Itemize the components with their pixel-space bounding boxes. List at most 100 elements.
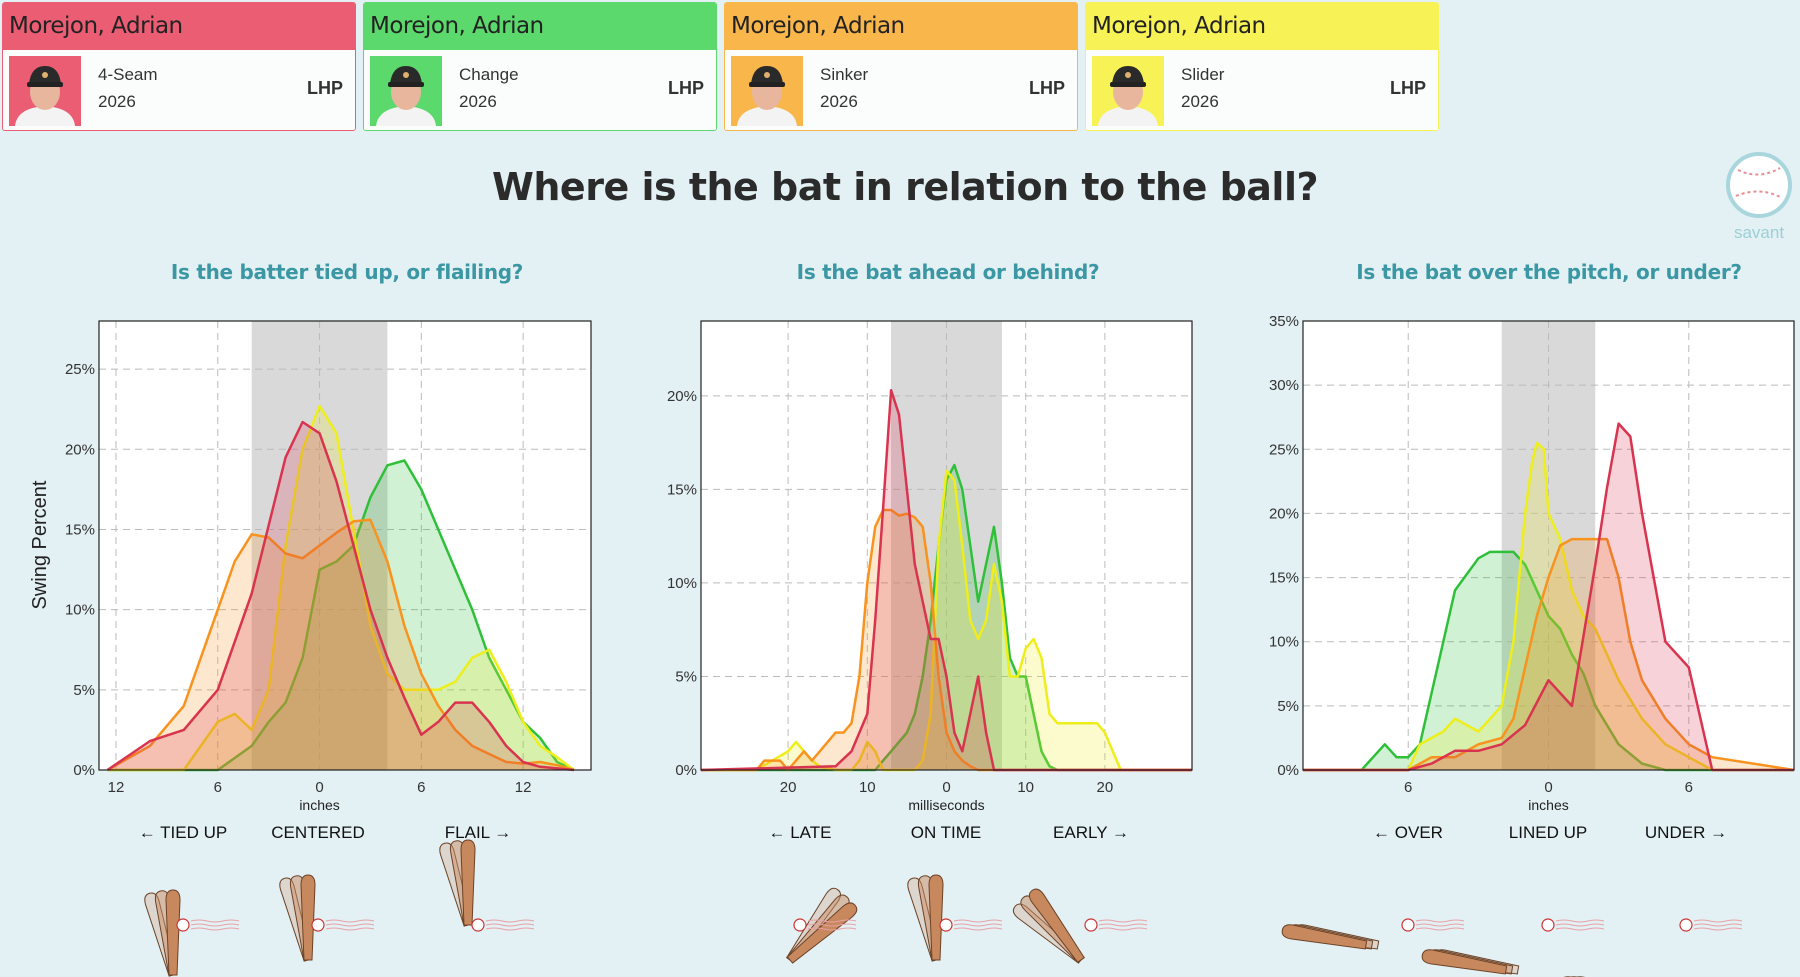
card-handedness: LHP [1390,78,1426,98]
card-pitch-type: Slider [1181,65,1225,84]
player-headshot-icon [737,66,797,126]
series-line-change [107,459,575,772]
series-area-change [1303,551,1794,770]
series-line-change [701,463,1192,772]
pitch-cards: Morejon, Adrian 4-Seam 2026 LHP Morejon,… [2,2,1439,131]
x-axis-label: inches [1528,797,1568,813]
direction-label: EARLY → [1053,823,1129,842]
direction-label: FLAIL → [445,823,511,842]
y-tick-label: 20% [1269,505,1299,522]
player-avatar [731,56,803,126]
y-tick-label: 0% [675,762,697,779]
player-avatar [9,56,81,126]
plot-frame [700,320,1193,771]
x-tick-label: 20 [780,779,797,796]
x-tick-label: 20 [1097,779,1114,796]
y-tick-label: 10% [65,602,95,619]
series-line-sinker [106,518,575,772]
x-tick-label: 6 [1685,779,1693,796]
chart-3: 0% 5% 10% 15% 20% 25% 30% 35% 6 0 6 inches ← OVER LIN… [1269,313,1795,977]
series-line-4-seam [700,388,1192,772]
x-tick-label: 10 [859,779,876,796]
player-headshot-icon [376,66,436,126]
card-player-name: Morejon, Adrian [364,3,716,50]
plot-frame [98,320,592,771]
series-area-change [107,460,575,770]
bat-illustration-icon [439,839,535,932]
bat-illustration-icon [1421,918,1605,975]
direction-label: ← OVER [1373,823,1443,842]
savant-logo-text: savant [1733,223,1785,242]
card-year: 2026 [820,92,858,111]
card-handedness: LHP [668,78,704,98]
chart-3-title: Is the bat over the pitch, or under? [1356,260,1742,284]
bat-illustration-icon [144,889,240,977]
bat-illustration-icon [786,887,858,964]
card-player-name: Morejon, Adrian [725,3,1077,50]
page-title: Where is the bat in relation to the ball… [491,165,1319,209]
bat-illustration-icon [279,874,375,962]
x-tick-label: 6 [417,779,425,796]
y-tick-label: 15% [667,481,697,498]
direction-label: UNDER → [1645,823,1727,842]
y-tick-label: 5% [73,682,95,699]
y-tick-label: 10% [1269,634,1299,651]
x-tick-label: 0 [1544,779,1552,796]
series-line-slider [1303,441,1794,772]
pitch-card-sinker[interactable]: Morejon, Adrian Sinker 2026 LHP [724,2,1078,131]
card-handedness: LHP [1029,78,1065,98]
series-area-change [701,465,1192,770]
direction-label: CENTERED [271,823,365,842]
y-tick-label: 25% [1269,441,1299,458]
card-pitch-type: Change [459,65,519,84]
direction-label: ← TIED UP [139,823,227,842]
series-area-4-seam [1303,423,1794,770]
player-avatar [370,56,442,126]
card-pitch-type: Sinker [820,65,869,84]
x-tick-label: 0 [942,779,950,796]
bat-illustration-icon [1281,918,1465,950]
card-year: 2026 [459,92,497,111]
y-tick-label: 5% [675,668,697,685]
series-area-4-seam [701,390,1192,770]
y-tick-label: 35% [1269,313,1299,330]
series-area-slider [1303,442,1794,770]
y-tick-label: 20% [667,388,697,405]
x-tick-label: 0 [315,779,323,796]
chart-1-title: Is the batter tied up, or flailing? [170,260,524,284]
x-tick-label: 12 [515,779,532,796]
card-year: 2026 [1181,92,1219,111]
direction-label: ON TIME [911,823,982,842]
series-area-sinker [107,519,575,770]
x-axis-label: inches [299,797,339,813]
x-tick-label: 10 [1017,779,1034,796]
x-tick-label: 12 [108,779,125,796]
bat-illustration-icon [907,874,1003,962]
plot-frame [1302,320,1795,771]
y-tick-label: 15% [65,521,95,538]
x-axis-label: milliseconds [908,797,984,813]
card-player-name: Morejon, Adrian [3,3,355,50]
card-player-name: Morejon, Adrian [1086,3,1438,50]
y-tick-label: 10% [667,575,697,592]
series-area-4-seam [107,422,575,770]
pitch-card-slider[interactable]: Morejon, Adrian Slider 2026 LHP [1085,2,1439,131]
y-tick-label: 30% [1269,377,1299,394]
card-pitch-type: 4-Seam [98,65,158,84]
series-line-4-seam [1303,422,1794,772]
player-headshot-icon [15,66,75,126]
savant-logo[interactable]: savant [1724,150,1794,243]
series-line-4-seam [106,420,575,772]
series-line-slider [107,404,575,772]
y-axis-label: Swing Percent [29,480,51,609]
baseball-logo-icon [1726,152,1792,218]
y-tick-label: 0% [1277,762,1299,779]
bat-illustration-icon [1012,888,1148,964]
player-headshot-icon [1098,66,1158,126]
pitch-card-change[interactable]: Morejon, Adrian Change 2026 LHP [363,2,717,131]
pitch-card-4seam[interactable]: Morejon, Adrian 4-Seam 2026 LHP [2,2,356,131]
card-year: 2026 [98,92,136,111]
chart-2-title: Is the bat ahead or behind? [796,260,1100,284]
series-area-slider [701,470,1192,770]
